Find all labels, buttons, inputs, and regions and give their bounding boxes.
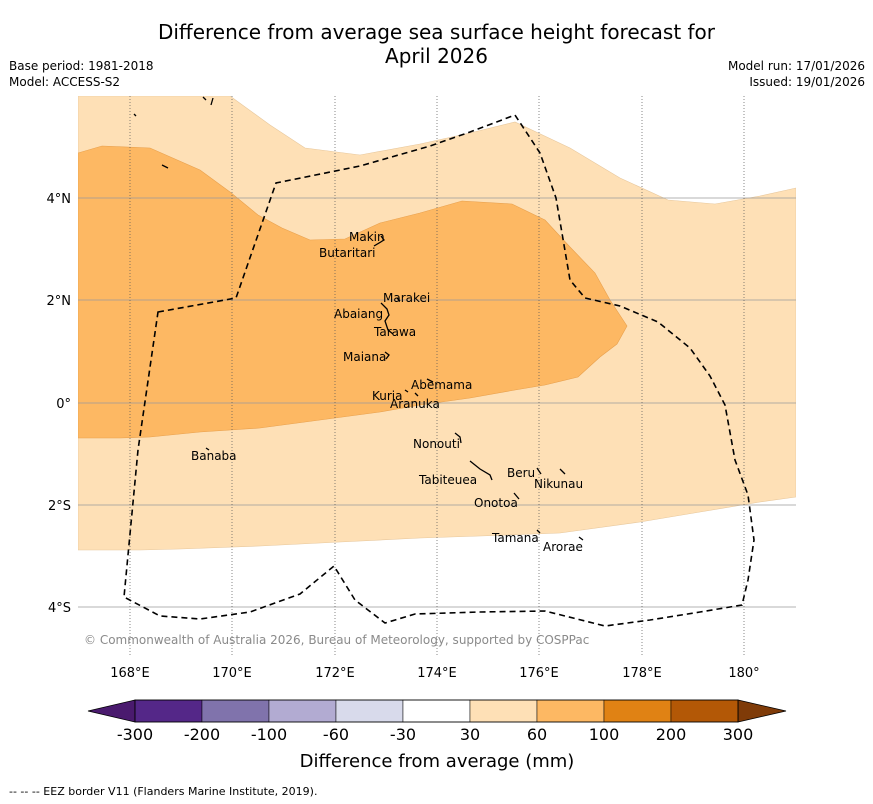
island-label-nikunau: Nikunau [534,477,583,491]
colorbar-tick-label: 60 [527,725,547,744]
island-label-butaritari: Butaritari [319,246,376,260]
island-label-maiana: Maiana [343,350,386,364]
island-outlines [133,96,584,541]
model-run: Model run: 17/01/2026 [727,59,865,73]
island-label-kuria: Kuria [372,389,403,403]
colorbar-tick-label: 100 [589,725,620,744]
colorbar-tick-label: 30 [460,725,480,744]
colorbar-segment [670,699,739,723]
colorbar-segment [268,699,337,723]
colorbar-segment [469,699,538,723]
island-label-arorae: Arorae [543,540,583,554]
colorbar-segment [335,699,404,723]
issued-date: Issued: 19/01/2026 [749,75,865,89]
lon-label: 168°E [110,666,150,681]
island-label-onotoa: Onotoa [474,496,518,510]
island-label-tabiteuea: Tabiteuea [418,473,477,487]
colorbar-tick-label: 300 [723,725,754,744]
map-area: Makin Butaritari Marakei Abaiang Tarawa … [78,96,796,656]
lat-label: 2°S [48,499,71,514]
colorbar-tick-label: -60 [323,725,349,744]
lon-label: 170°E [212,666,252,681]
island-label-makin: Makin [349,230,385,244]
colorbar-tick-label: -100 [251,725,287,744]
lon-gridlines [129,96,745,656]
colorbar-max-extension [737,699,787,723]
meta-left: Base period: 1981-2018 Model: ACCESS-S2 [9,58,154,90]
lat-label: 4°S [48,601,71,616]
island-label-nonouti: Nonouti [413,437,460,451]
colorbar-tick-label: -200 [184,725,220,744]
eez-footnote: -- -- -- EEZ border V11 (Flanders Marine… [9,785,318,798]
island-label-tarawa: Tarawa [373,325,416,339]
lon-label: 174°E [417,666,457,681]
colorbar-title: Difference from average (mm) [300,751,575,772]
colorbar-segment [402,699,471,723]
colorbar-segment [536,699,605,723]
lat-label: 0° [56,397,71,412]
colorbar-segment [201,699,270,723]
colorbar-segment [134,699,203,723]
meta-right: Model run: 17/01/2026 Issued: 19/01/2026 [728,58,865,90]
colorbar-tick-label: -30 [390,725,416,744]
title-line-2: April 2026 [385,44,488,68]
colorbar-tick-label: 200 [656,725,687,744]
colorbar-segment [603,699,672,723]
island-label-tamana: Tamana [491,531,539,545]
island-label-abemama: Abemama [411,378,472,392]
lon-label: 178°E [622,666,662,681]
model-name: Model: ACCESS-S2 [9,75,121,89]
island-label-aranuka: Aranuka [390,397,440,411]
colorbar-tick-label: -300 [117,725,153,744]
lon-label: 176°E [519,666,559,681]
island-label-abaiang: Abaiang [334,307,383,321]
lat-label: 2°N [47,294,72,309]
island-label-marakei: Marakei [383,291,430,305]
colorbar: -300 -200 -100 -60 -30 30 60 100 200 300 Differen… [87,699,787,772]
copyright-notice: © Commonwealth of Australia 2026, Bureau… [84,633,589,647]
lon-label: 172°E [315,666,355,681]
base-period: Base period: 1981-2018 [9,59,154,73]
lon-label: 180° [728,666,759,681]
island-label-beru: Beru [507,466,535,480]
colorbar-min-extension [87,699,136,723]
eez-border [123,114,755,627]
lat-label: 4°N [47,192,72,207]
chart-title: Difference from average sea surface heig… [0,20,873,68]
title-line-1: Difference from average sea surface heig… [157,20,716,44]
island-label-banaba: Banaba [191,449,237,463]
